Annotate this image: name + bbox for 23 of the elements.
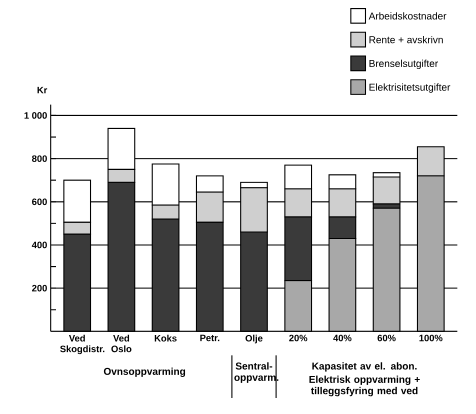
x-tick-label: Koks [154,334,177,342]
text: Elektrisk oppvarming + tilleggsfyring med ved [309,376,420,396]
bar [372,176,400,204]
y-tick-label: 800 [32,155,47,162]
x-tick-label: Ved Skogdistr. [60,334,104,354]
x-tick-label: Ved Oslo [111,334,132,352]
x-tick-label: Olje [246,334,262,344]
x-tick-label: 20% [289,334,308,342]
x-tick-label: 60% [378,334,396,342]
legend-label: Arbeidskostnader [368,12,446,20]
text: Kapasitet av el. abon. [312,362,417,372]
y-axis-title: Kr [38,86,48,94]
legend-label: Brenselsutgifter [370,60,438,69]
x-tick-label: Petr. [200,334,220,342]
x-tick-label: 100% [419,334,442,342]
y-tick-label: 200 [32,284,47,292]
y-tick-label: 1 000 [24,112,47,119]
y-tick-label: 600 [32,198,47,206]
y-tick-label: 400 [32,242,47,248]
x-tick-label: 40% [333,334,352,342]
text: Ovnsoppvarming [104,368,186,377]
legend-label: Elektrisitetsutgifter [370,83,450,93]
legend-label: Rente + avskrivn [370,36,443,44]
